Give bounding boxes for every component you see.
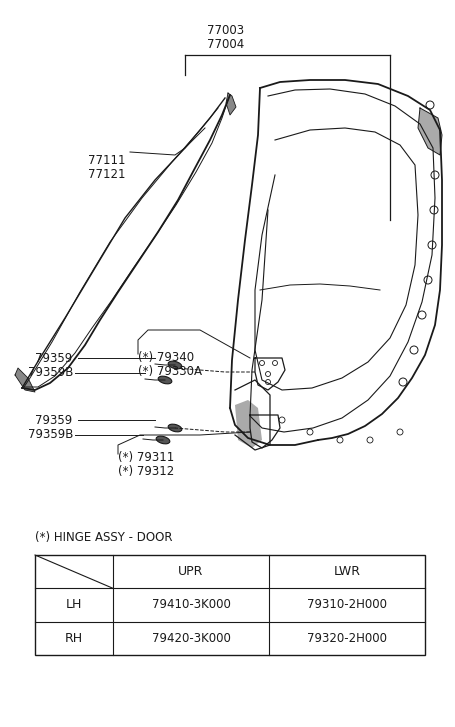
Polygon shape xyxy=(234,400,262,448)
Ellipse shape xyxy=(168,361,182,369)
Polygon shape xyxy=(417,108,441,155)
Text: 79359: 79359 xyxy=(35,351,72,364)
Text: 79410-3K000: 79410-3K000 xyxy=(151,598,230,611)
Text: (*) 79311: (*) 79311 xyxy=(118,451,174,465)
Text: 77003: 77003 xyxy=(207,23,244,36)
Text: 77004: 77004 xyxy=(207,38,244,50)
Text: LH: LH xyxy=(66,598,82,611)
Text: 77111: 77111 xyxy=(88,153,125,166)
Text: RH: RH xyxy=(65,632,83,645)
Text: (*) 79340: (*) 79340 xyxy=(138,351,194,364)
Text: 79310-2H000: 79310-2H000 xyxy=(306,598,386,611)
Polygon shape xyxy=(226,93,236,115)
Text: 79359B: 79359B xyxy=(28,428,73,441)
Bar xyxy=(35,555,424,655)
Ellipse shape xyxy=(158,376,172,384)
Ellipse shape xyxy=(156,436,169,444)
Text: LWR: LWR xyxy=(333,565,360,578)
Ellipse shape xyxy=(168,424,182,432)
Text: 79320-2H000: 79320-2H000 xyxy=(306,632,386,645)
Polygon shape xyxy=(15,368,35,392)
Text: (*) 79330A: (*) 79330A xyxy=(138,366,202,379)
Text: 79359B: 79359B xyxy=(28,366,73,379)
Text: (*) 79312: (*) 79312 xyxy=(118,465,174,478)
Text: UPR: UPR xyxy=(178,565,203,578)
Text: (*) HINGE ASSY - DOOR: (*) HINGE ASSY - DOOR xyxy=(35,531,172,544)
Text: 77121: 77121 xyxy=(88,167,125,180)
Text: 79359: 79359 xyxy=(35,414,72,427)
Text: 79420-3K000: 79420-3K000 xyxy=(151,632,230,645)
